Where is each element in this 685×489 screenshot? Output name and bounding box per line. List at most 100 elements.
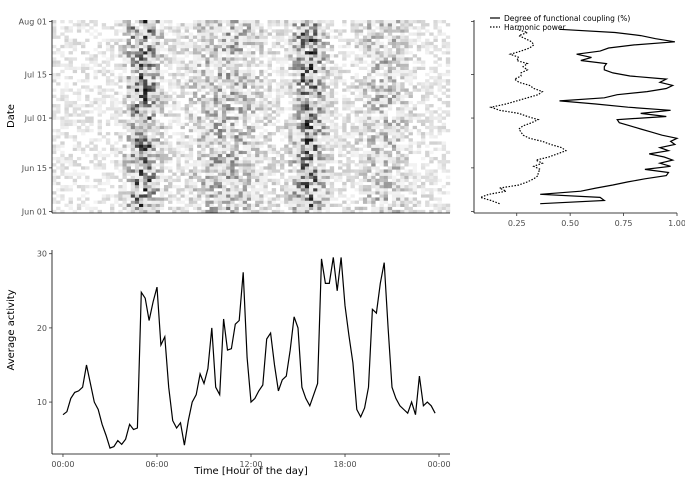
actogram-cell bbox=[246, 104, 252, 108]
actogram-cell bbox=[358, 125, 364, 130]
actogram-cell bbox=[292, 184, 297, 189]
actogram-cell bbox=[404, 147, 409, 151]
actogram-cell bbox=[221, 209, 227, 214]
actogram-cell bbox=[362, 200, 368, 204]
actogram-cell bbox=[147, 66, 152, 70]
actogram-cell bbox=[309, 72, 314, 77]
actogram-cell bbox=[251, 57, 256, 61]
actogram-cell bbox=[89, 60, 94, 64]
actogram-cell bbox=[64, 203, 69, 207]
actogram-cell bbox=[354, 138, 359, 142]
actogram-cell bbox=[412, 203, 418, 207]
actogram-cell bbox=[263, 178, 268, 183]
actogram-cell bbox=[56, 110, 61, 114]
actogram-cell bbox=[292, 44, 297, 49]
actogram-cell bbox=[192, 94, 198, 99]
actogram-cell bbox=[155, 91, 160, 95]
actogram-cell bbox=[309, 76, 314, 80]
actogram-cell bbox=[371, 206, 376, 211]
actogram-cell bbox=[367, 156, 372, 161]
actogram-cell bbox=[280, 138, 285, 142]
actogram-cell bbox=[60, 141, 65, 145]
actogram-cell bbox=[205, 116, 210, 120]
actogram-cell bbox=[163, 69, 169, 74]
coupling-y-ticks bbox=[471, 21, 474, 212]
actogram-cell bbox=[367, 79, 372, 83]
actogram-cell bbox=[313, 76, 318, 80]
actogram-cell bbox=[147, 166, 152, 170]
actogram-cell bbox=[134, 63, 140, 67]
actogram-cell bbox=[400, 160, 405, 164]
actogram-cell bbox=[416, 116, 422, 120]
actogram-cell bbox=[188, 32, 194, 36]
actogram-cell bbox=[300, 54, 306, 58]
actogram-cell bbox=[139, 150, 144, 155]
actogram-cell bbox=[60, 88, 65, 92]
actogram-cell bbox=[130, 107, 136, 111]
actogram-cell bbox=[93, 29, 98, 33]
actogram-cell bbox=[155, 63, 160, 67]
actogram-cell bbox=[342, 23, 347, 27]
actogram-cell bbox=[429, 76, 434, 80]
actogram-cell bbox=[151, 156, 156, 161]
actogram-cell bbox=[292, 20, 297, 24]
actogram-cell bbox=[238, 76, 243, 80]
actogram-cell bbox=[105, 82, 111, 86]
actogram-cell bbox=[317, 119, 322, 123]
actogram-cell bbox=[110, 44, 115, 49]
actogram-cell bbox=[412, 38, 418, 42]
actogram-cell bbox=[263, 181, 268, 186]
actogram-cell bbox=[85, 79, 90, 83]
actogram-cell bbox=[321, 76, 326, 80]
actogram-cell bbox=[342, 153, 347, 158]
actogram-cell bbox=[375, 35, 380, 39]
actogram-cell bbox=[383, 57, 389, 61]
actogram-cell bbox=[396, 125, 401, 130]
actogram-cell bbox=[209, 76, 214, 80]
actogram-cell bbox=[408, 181, 413, 186]
actogram-cell bbox=[296, 181, 301, 186]
actogram-cell bbox=[300, 125, 306, 130]
actogram-cell bbox=[358, 66, 364, 70]
actogram-cell bbox=[387, 20, 393, 24]
actogram-cell bbox=[280, 175, 285, 179]
actogram-cell bbox=[321, 72, 326, 77]
actogram-cell bbox=[97, 104, 102, 108]
actogram-cell bbox=[362, 160, 368, 164]
actogram-cell bbox=[221, 181, 227, 186]
actogram-cell bbox=[437, 188, 442, 192]
actogram-cell bbox=[60, 116, 65, 120]
actogram-cell bbox=[159, 163, 165, 167]
actogram-cell bbox=[441, 166, 447, 170]
actogram-cell bbox=[130, 181, 136, 186]
actogram-cell bbox=[362, 54, 368, 58]
actogram-cell bbox=[404, 184, 409, 189]
actogram-cell bbox=[130, 110, 136, 114]
actogram-cell bbox=[213, 122, 219, 127]
actogram-cell bbox=[304, 23, 310, 27]
actogram-cell bbox=[217, 172, 223, 176]
coupling-x-tick-label: 0.50 bbox=[561, 219, 579, 228]
actogram-cell bbox=[251, 44, 256, 49]
actogram-cell bbox=[226, 191, 231, 195]
actogram-cell bbox=[445, 48, 451, 52]
actogram-cell bbox=[391, 76, 397, 80]
actogram-cell bbox=[429, 197, 434, 201]
actogram-cell bbox=[400, 76, 405, 80]
actogram-cell bbox=[292, 178, 297, 183]
actogram-cell bbox=[358, 107, 364, 111]
actogram-cell bbox=[105, 79, 111, 83]
actogram-cell bbox=[85, 66, 90, 70]
actogram-cell bbox=[433, 35, 438, 39]
actogram-cell bbox=[367, 128, 372, 133]
actogram-cell bbox=[325, 54, 330, 58]
actogram-cell bbox=[226, 29, 231, 33]
actogram-cell bbox=[246, 66, 252, 70]
actogram-cell bbox=[329, 184, 335, 189]
actogram-cell bbox=[317, 51, 322, 55]
actogram-cell bbox=[180, 209, 185, 214]
actogram-cell bbox=[284, 181, 289, 186]
actogram-cell bbox=[251, 125, 256, 130]
actogram-cell bbox=[201, 128, 206, 133]
actogram-cell bbox=[163, 63, 169, 67]
